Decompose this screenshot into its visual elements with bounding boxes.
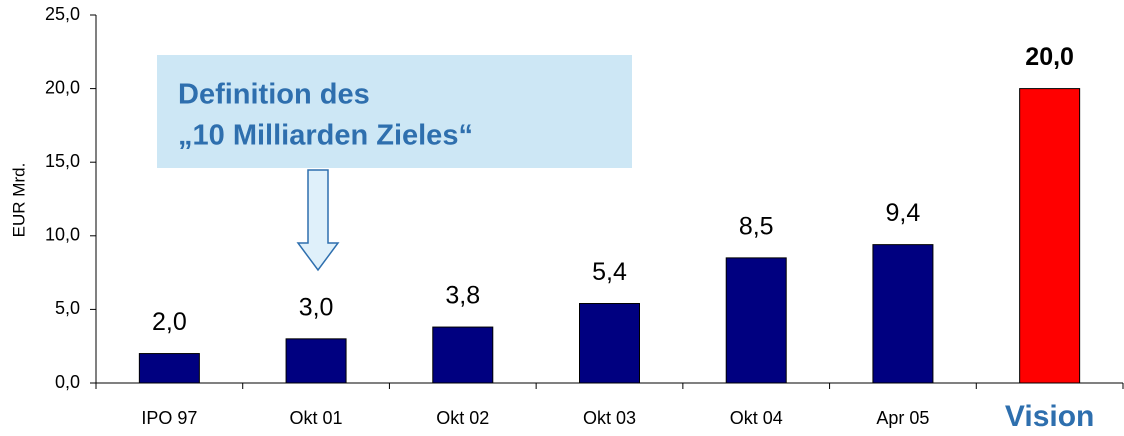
bar: [1019, 88, 1081, 384]
bar: [432, 326, 494, 384]
x-tick-label: Okt 02: [436, 408, 489, 428]
annotation-line: Definition des: [178, 79, 370, 111]
value-label: 5,4: [592, 258, 627, 286]
value-label: 2,0: [152, 308, 187, 336]
y-tick-label: 5,0: [55, 298, 80, 318]
y-tick-label: 20,0: [45, 77, 80, 97]
bar: [725, 257, 787, 384]
x-tick-label: Okt 03: [583, 408, 636, 428]
y-tick-label: 15,0: [45, 151, 80, 171]
x-tick-label: Okt 01: [290, 408, 343, 428]
y-axis-label: EUR Mrd.: [9, 163, 28, 238]
bar: [579, 303, 640, 384]
bar: [872, 244, 934, 384]
x-tick-label: Okt 04: [730, 408, 783, 428]
value-label: 20,0: [1025, 43, 1074, 71]
value-label: 3,0: [299, 293, 334, 321]
x-tick-label: Apr 05: [876, 408, 929, 428]
bar: [138, 353, 200, 384]
x-tick-label: IPO 97: [141, 408, 197, 428]
value-label: 9,4: [886, 199, 921, 227]
value-label: 3,8: [445, 282, 480, 310]
x-tick-label: Vision: [1005, 400, 1094, 433]
bar: [285, 338, 347, 384]
annotation-line: „10 Milliarden Zieles“: [178, 120, 473, 152]
y-tick-label: 25,0: [45, 4, 80, 24]
arrow: [296, 169, 340, 272]
annotation-box: [157, 55, 632, 168]
value-label: 8,5: [739, 212, 774, 240]
y-tick-label: 10,0: [45, 225, 80, 245]
y-tick-label: 0,0: [55, 372, 80, 392]
